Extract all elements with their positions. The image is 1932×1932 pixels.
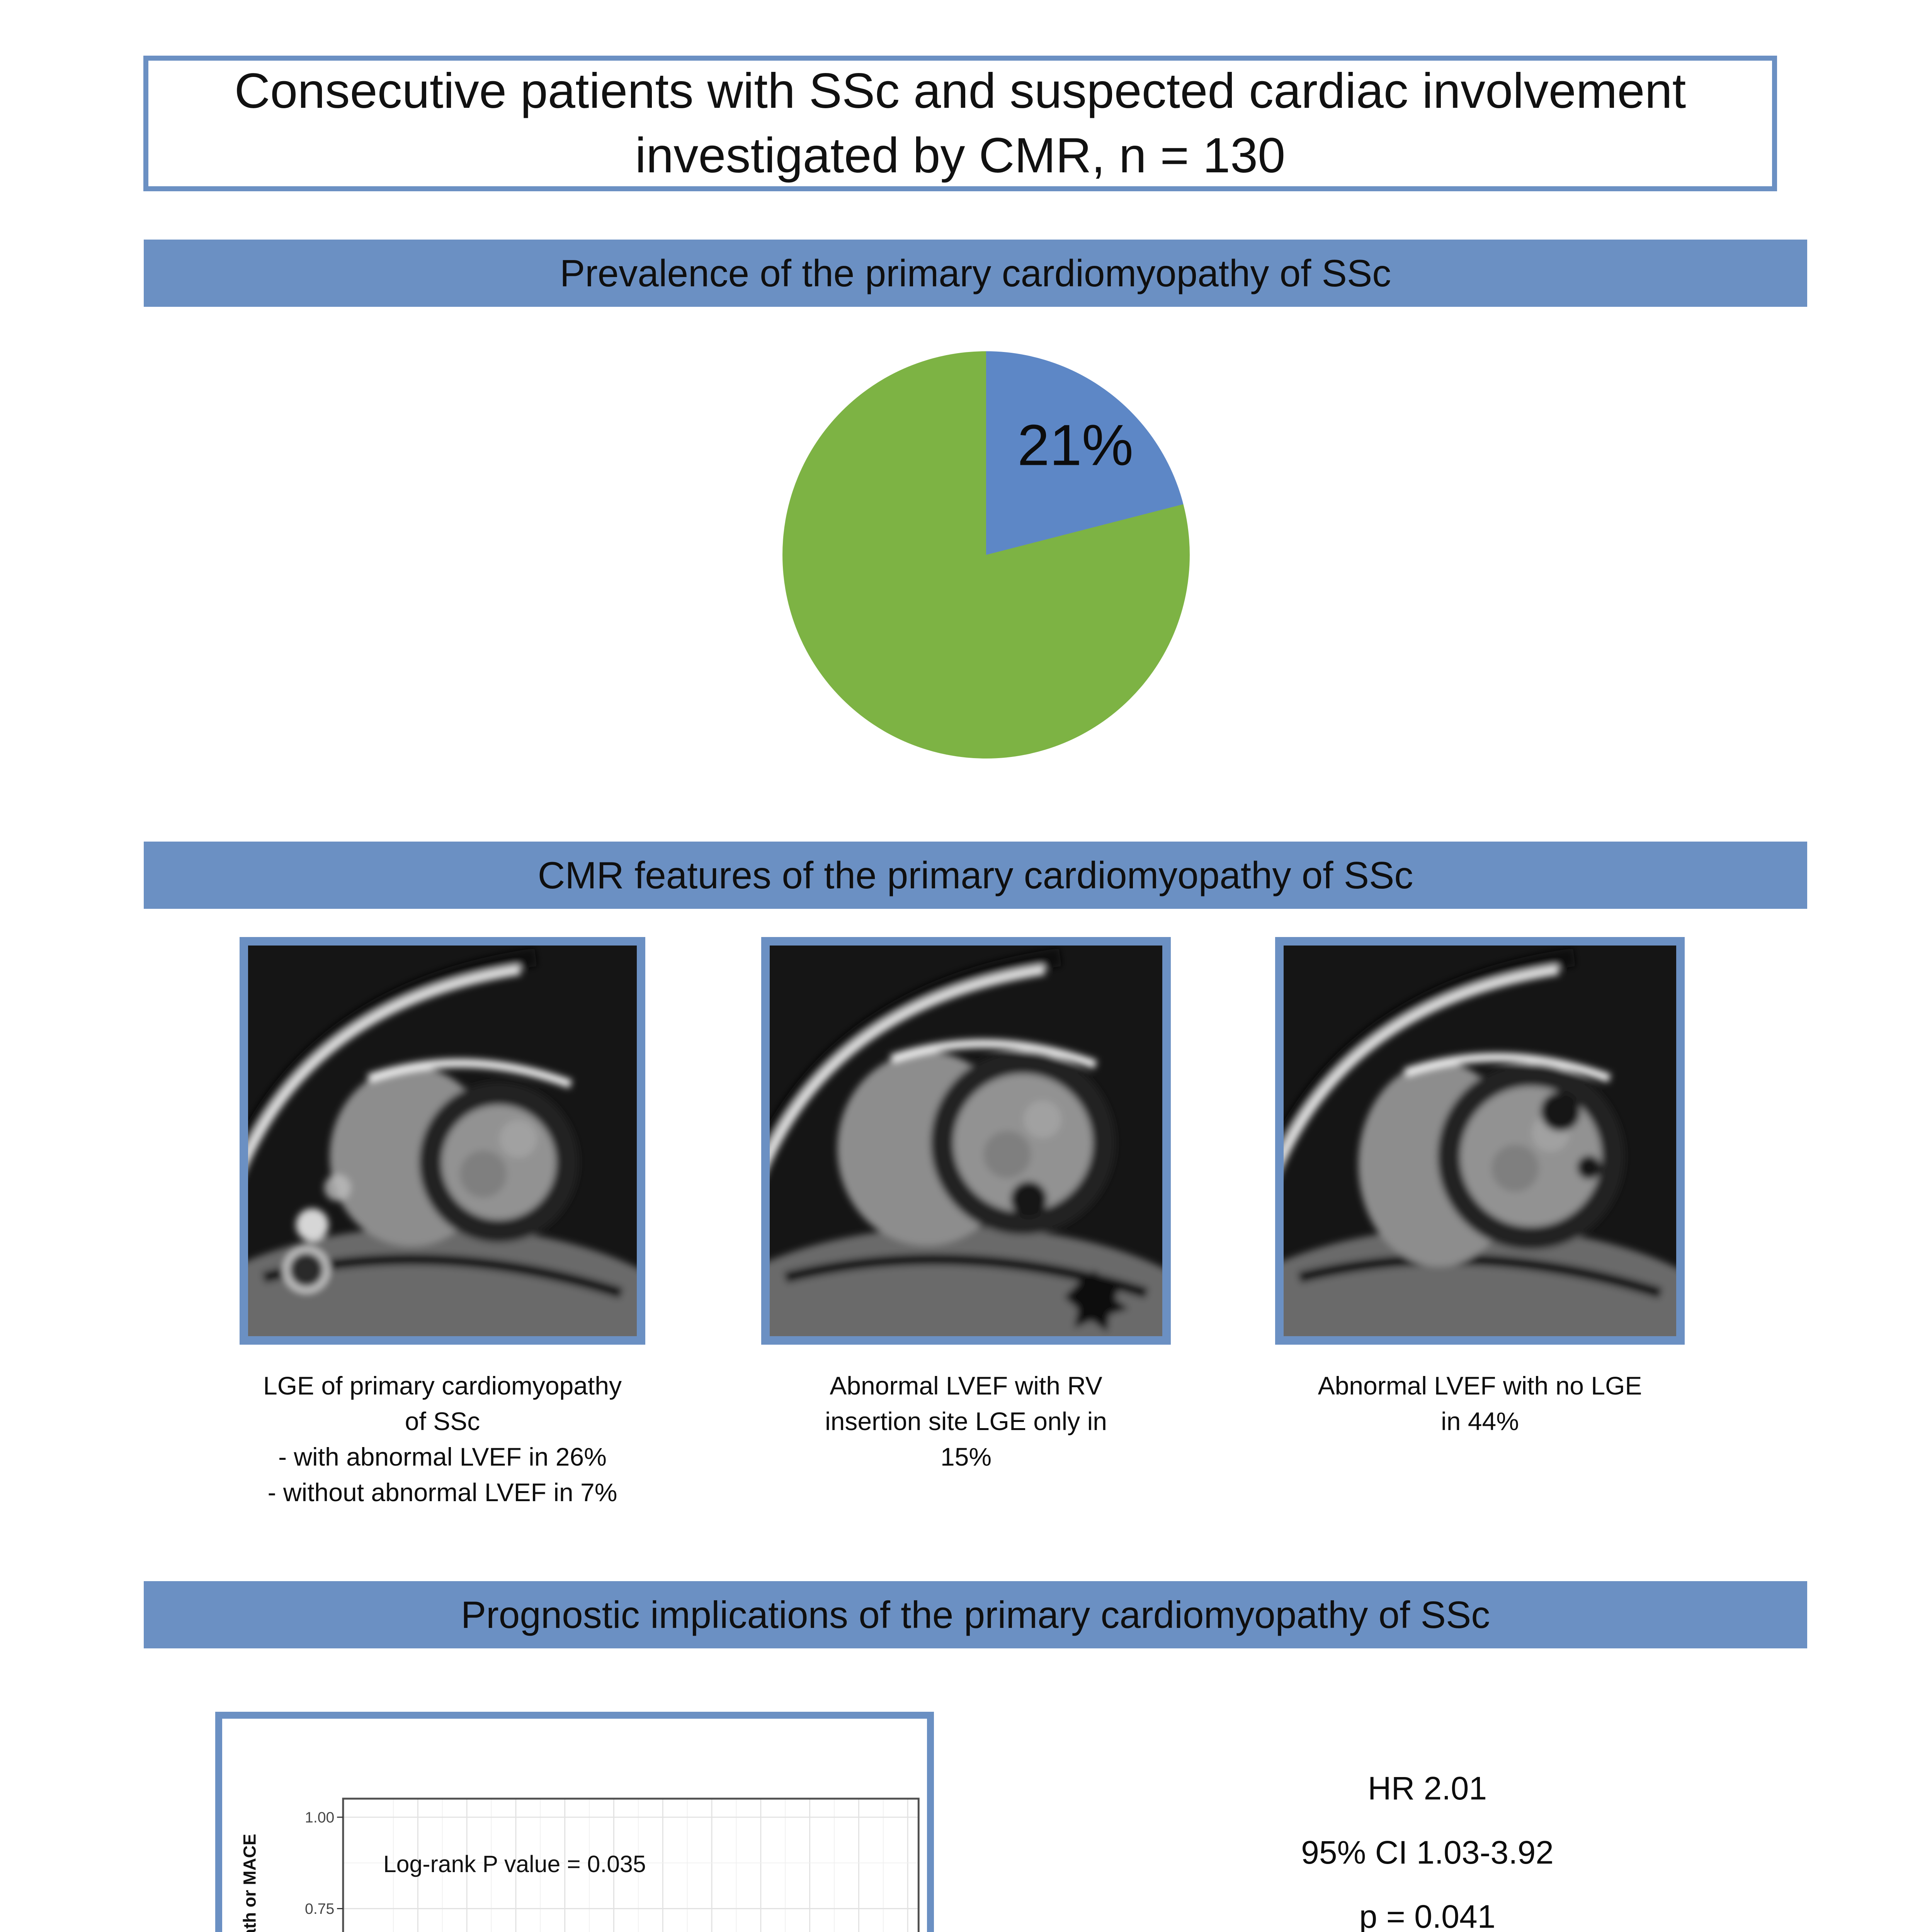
cmr-caption-line: Abnormal LVEF with no LGE [1318,1371,1642,1400]
section-header-prevalence-label: Prevalence of the primary cardiomyopathy… [560,252,1391,294]
cmr-caption-line: Abnormal LVEF with RV [830,1371,1102,1400]
svg-text:0.75: 0.75 [305,1901,334,1917]
hr-annotation-line: 95% CI 1.03-3.92 [1301,1834,1554,1871]
section-header-prevalence: Prevalence of the primary cardiomyopathy… [144,240,1807,307]
cmr-caption-2: Abnormal LVEF with RV insertion site LGE … [726,1368,1206,1475]
cmr-caption-line: - without abnormal LVEF in 7% [267,1478,617,1507]
page-title: Consecutive patients with SSc and suspec… [234,63,1686,183]
cmr-caption-line: of SSc [405,1407,480,1435]
title-box: Consecutive patients with SSc and suspec… [143,56,1777,191]
pie-slice-label: 21% [1017,412,1134,478]
hr-annotation-line: p = 0.041 [1359,1898,1496,1932]
svg-text:Log-rank P value = 0.035: Log-rank P value = 0.035 [383,1851,646,1877]
cmr-image-rv-insertion-lge [761,937,1171,1345]
section-header-features: CMR features of the primary cardiomyopat… [144,842,1807,909]
cmr-caption-1: LGE of primary cardiomyopathy of SSc - wit… [203,1368,682,1510]
cmr-caption-line: in 44% [1441,1407,1519,1435]
cmr-image-lge [240,937,645,1345]
svg-text:Cumulative Incidence of Death: Cumulative Incidence of Death or MACE [240,1834,259,1932]
kaplan-meier-chart: Log-rank P value = 0.035012345678910Year… [215,1712,934,1932]
section-header-prognosis: Prognostic implications of the primary c… [144,1581,1807,1648]
hr-annotation-line: HR 2.01 [1367,1770,1487,1806]
cmr-caption-line: insertion site LGE only in [825,1407,1107,1435]
pie-chart [782,351,1190,759]
cmr-image-no-lge [1275,937,1685,1345]
cmr-caption-line: LGE of primary cardiomyopathy [263,1371,622,1400]
cmr-caption-line: 15% [940,1442,992,1471]
cmr-caption-3: Abnormal LVEF with no LGE in 44% [1240,1368,1719,1439]
section-header-features-label: CMR features of the primary cardiomyopat… [537,854,1413,896]
hazard-ratio-annotation: HR 2.01 95% CI 1.03-3.92 p = 0.041 [1099,1756,1756,1932]
cmr-caption-line: - with abnormal LVEF in 26% [278,1442,607,1471]
svg-text:1.00: 1.00 [305,1810,334,1826]
section-header-prognosis-label: Prognostic implications of the primary c… [461,1593,1490,1636]
